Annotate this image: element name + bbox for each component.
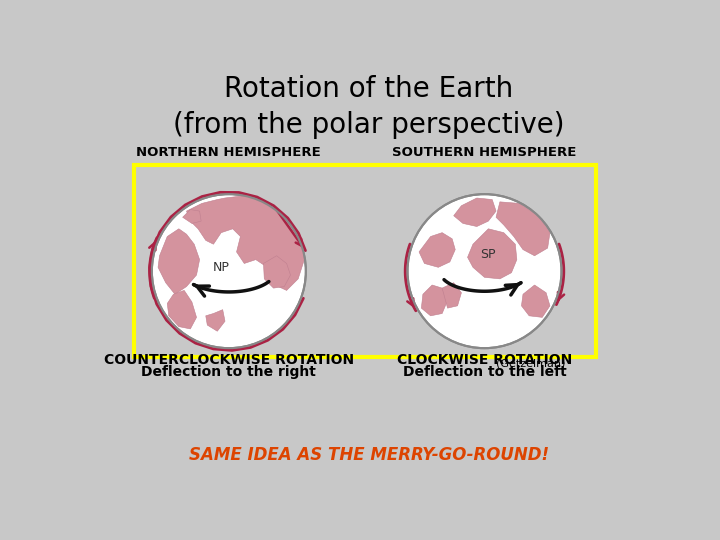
Text: Deflection to the left: Deflection to the left (402, 365, 567, 379)
Polygon shape (467, 229, 517, 279)
Ellipse shape (152, 194, 306, 348)
Ellipse shape (408, 194, 562, 348)
Bar (134, 165, 596, 357)
Polygon shape (442, 283, 462, 308)
Text: CLOCKWISE ROTATION: CLOCKWISE ROTATION (397, 353, 572, 367)
Polygon shape (186, 195, 305, 291)
Text: Deflection to the right: Deflection to the right (141, 365, 316, 379)
Polygon shape (421, 285, 448, 316)
Text: SOUTHERN HEMISPHERE: SOUTHERN HEMISPHERE (392, 146, 577, 159)
Polygon shape (454, 198, 496, 226)
Text: NP: NP (212, 261, 230, 274)
Polygon shape (496, 202, 550, 256)
Ellipse shape (408, 194, 562, 348)
Polygon shape (183, 210, 201, 224)
Text: COUNTERCLOCKWISE ROTATION: COUNTERCLOCKWISE ROTATION (104, 353, 354, 367)
Ellipse shape (152, 194, 306, 348)
Text: (Getzelman): (Getzelman) (496, 359, 565, 369)
Text: SP: SP (481, 248, 496, 261)
Polygon shape (264, 256, 290, 288)
Polygon shape (167, 291, 197, 329)
Polygon shape (521, 285, 550, 318)
Polygon shape (206, 309, 225, 331)
Text: Rotation of the Earth
(from the polar perspective): Rotation of the Earth (from the polar pe… (174, 75, 564, 138)
Polygon shape (158, 229, 199, 294)
Polygon shape (419, 233, 455, 267)
Text: NORTHERN HEMISPHERE: NORTHERN HEMISPHERE (137, 146, 321, 159)
Text: SAME IDEA AS THE MERRY-GO-ROUND!: SAME IDEA AS THE MERRY-GO-ROUND! (189, 446, 549, 464)
